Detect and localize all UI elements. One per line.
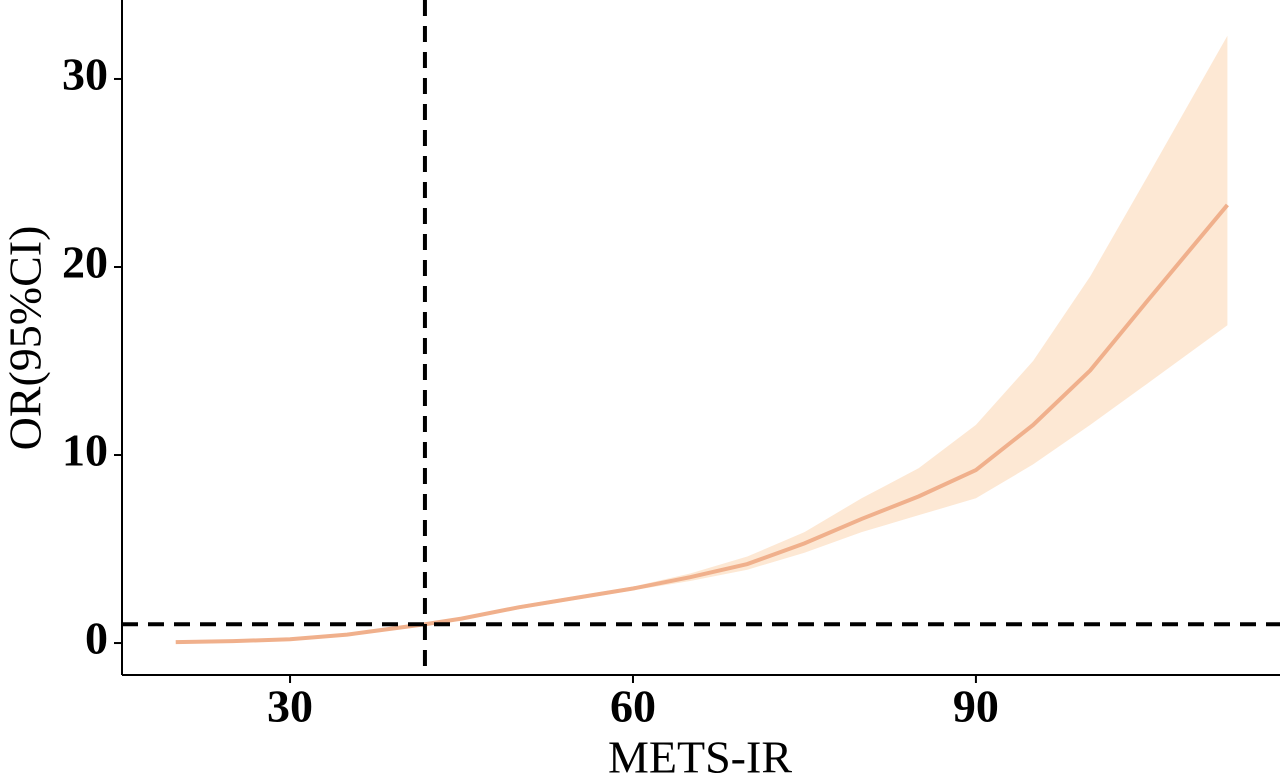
y-tick-label: 30 — [62, 49, 108, 100]
x-tick-label: 60 — [610, 681, 656, 732]
x-tick-label: 90 — [953, 681, 999, 732]
x-tick-label: 30 — [267, 681, 313, 732]
x-axis-title: METS-IR — [608, 732, 792, 781]
y-tick-label: 20 — [62, 237, 108, 288]
confidence-band — [175, 35, 1228, 643]
y-tick-label: 0 — [85, 613, 108, 664]
y-axis-title: OR(95%CI) — [0, 226, 51, 451]
line — [175, 203, 1229, 645]
y-tick-label: 10 — [62, 425, 108, 476]
